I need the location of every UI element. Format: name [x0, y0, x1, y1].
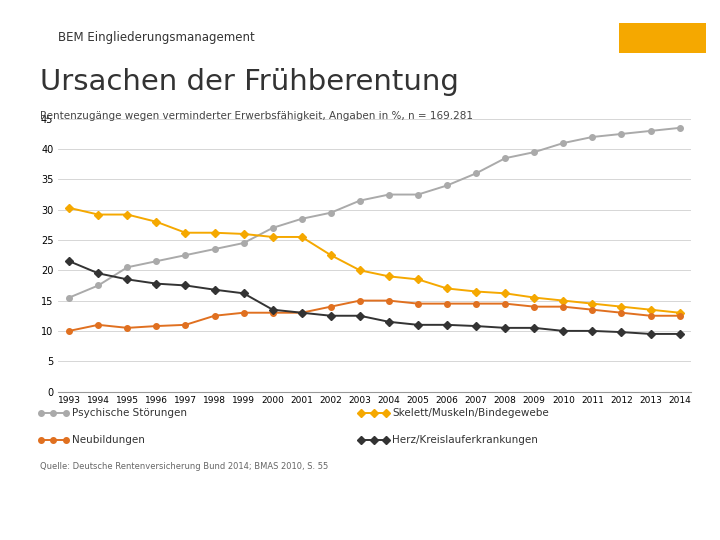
Text: BEM Eingliederungsmanagement: BEM Eingliederungsmanagement [58, 31, 254, 44]
Text: Quelle: Deutsche Rentenversicherung Bund 2014; BMAS 2010, S. 55: Quelle: Deutsche Rentenversicherung Bund… [40, 462, 328, 471]
Text: Ursachen der Frühberentung: Ursachen der Frühberentung [40, 68, 459, 96]
Text: BKK Dachverbande.V.: BKK Dachverbande.V. [135, 505, 241, 515]
Text: Skelett/Muskeln/Bindegewebe: Skelett/Muskeln/Bindegewebe [392, 408, 549, 418]
Text: Neubildungen: Neubildungen [72, 435, 145, 445]
Text: Rentenzugänge wegen verminderter Erwerbsfähigkeit, Angaben in %, n = 169.281: Rentenzugänge wegen verminderter Erwerbs… [40, 111, 472, 121]
Text: 15: 15 [595, 505, 608, 515]
Text: Herz/Kreislauferkrankungen: Herz/Kreislauferkrankungen [392, 435, 539, 445]
Text: Psychische Störungen: Psychische Störungen [72, 408, 187, 418]
Text: Abteilung Gesundheitsförderung: Abteilung Gesundheitsförderung [298, 505, 457, 515]
Text: BGM Online: BGM Online [20, 505, 78, 515]
Bar [619, 23, 706, 53]
Text: http://www.bkk-dv.de: http://www.bkk-dv.de [440, 505, 544, 515]
